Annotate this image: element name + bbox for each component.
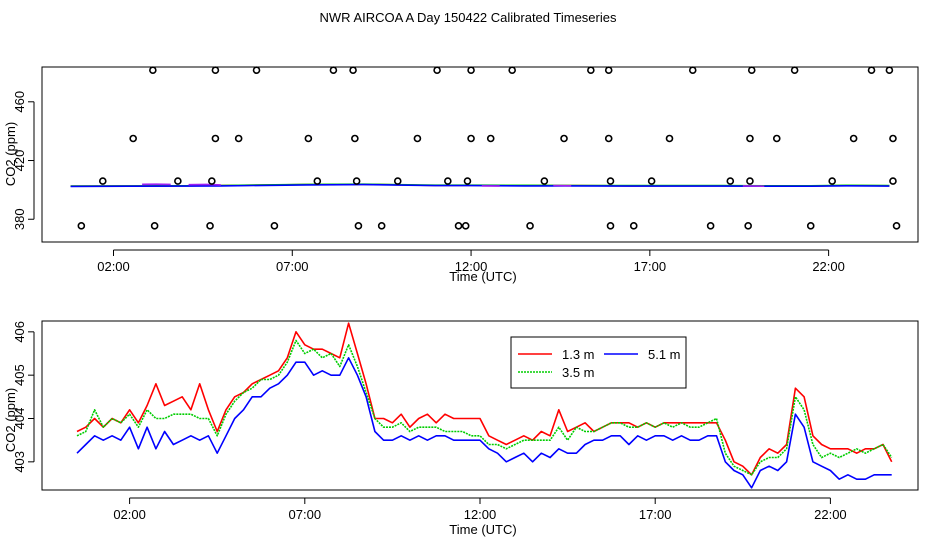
scatter-point: [379, 223, 385, 229]
scatter-point: [207, 223, 213, 229]
x-tick-label: 07:00: [276, 259, 309, 274]
scatter-point: [236, 135, 242, 141]
plot-frame-top: [42, 67, 918, 242]
scatter-point: [271, 223, 277, 229]
scatter-point: [890, 135, 896, 141]
scatter-point: [445, 178, 451, 184]
legend-label-3: 5.1 m: [648, 347, 681, 362]
scatter-point: [100, 178, 106, 184]
scatter-point: [488, 135, 494, 141]
plot-frame-bottom: [42, 321, 918, 490]
scatter-point: [434, 67, 440, 73]
x-tick-label: 22:00: [814, 507, 847, 522]
scatter-point: [588, 67, 594, 73]
scatter-point: [749, 67, 755, 73]
scatter-point: [727, 178, 733, 184]
y-tick-label: 460: [12, 91, 27, 113]
scatter-point: [890, 178, 896, 184]
y-tick-label: 403: [12, 451, 27, 473]
y-tick-label: 405: [12, 364, 27, 386]
scatter-point: [352, 135, 358, 141]
scatter-point: [395, 178, 401, 184]
scatter-point: [254, 67, 260, 73]
scatter-point: [305, 135, 311, 141]
series-line: [77, 358, 892, 488]
scatter-point: [330, 67, 336, 73]
scatter-point: [894, 223, 900, 229]
scatter-point: [690, 67, 696, 73]
scatter-point: [414, 135, 420, 141]
legend: 1.3 m 3.5 m 5.1 m: [511, 337, 686, 388]
x-tick-label: 12:00: [464, 507, 497, 522]
scatter-point: [175, 178, 181, 184]
scatter-point: [509, 67, 515, 73]
scatter-point: [829, 178, 835, 184]
scatter-point: [667, 135, 673, 141]
scatter-point: [869, 67, 875, 73]
scatter-point: [808, 223, 814, 229]
scatter-point: [708, 223, 714, 229]
y-tick-label: 380: [12, 208, 27, 230]
series-lines-bottom: [77, 323, 892, 488]
scatter-point: [355, 223, 361, 229]
legend-label-2: 3.5 m: [562, 365, 595, 380]
page-title: NWR AIRCOA A Day 150422 Calibrated Times…: [320, 10, 617, 25]
scatter-point: [212, 67, 218, 73]
x-tick-label: 17:00: [634, 259, 667, 274]
scatter-point: [78, 223, 84, 229]
scatter-point: [456, 223, 462, 229]
scatter-point: [747, 135, 753, 141]
x-tick-label: 22:00: [812, 259, 845, 274]
scatter-point: [561, 135, 567, 141]
scatter-point: [631, 223, 637, 229]
scatter-point: [608, 223, 614, 229]
x-tick-label: 02:00: [97, 259, 130, 274]
x-axis-label-top: Time (UTC): [449, 269, 516, 284]
scatter-point: [608, 178, 614, 184]
x-tick-label: 07:00: [289, 507, 322, 522]
scatter-point: [463, 223, 469, 229]
scatter-point: [606, 67, 612, 73]
scatter-point: [886, 67, 892, 73]
scatter-point: [745, 223, 751, 229]
legend-box: [511, 337, 686, 388]
x-tick-label: 02:00: [113, 507, 146, 522]
scatter-point: [774, 135, 780, 141]
series-line: [77, 341, 892, 475]
x-axis-bottom: 02:00 07:00 12:00 17:00 22:00: [113, 498, 846, 522]
scatter-point: [468, 67, 474, 73]
scatter-point: [150, 67, 156, 73]
scatter-point: [350, 67, 356, 73]
scatter-point: [130, 135, 136, 141]
scatter-point: [464, 178, 470, 184]
y-axis-label-top: CO2 (ppm): [3, 122, 18, 186]
scatter-point: [354, 178, 360, 184]
scatter-point: [747, 178, 753, 184]
series-line: [189, 184, 221, 185]
scatter-point: [468, 135, 474, 141]
scatter-point: [209, 178, 215, 184]
scatter-point: [152, 223, 158, 229]
scatter-point: [792, 67, 798, 73]
scatter-point: [649, 178, 655, 184]
scatter-points-top: [78, 67, 899, 229]
x-axis-label-bottom: Time (UTC): [449, 522, 516, 537]
scatter-point: [851, 135, 857, 141]
scatter-point: [212, 135, 218, 141]
scatter-point: [541, 178, 547, 184]
y-tick-label: 406: [12, 321, 27, 343]
legend-label-1: 1.3 m: [562, 347, 595, 362]
scatter-point: [606, 135, 612, 141]
series-lines-top: [71, 184, 890, 186]
series-line: [77, 323, 892, 475]
scatter-point: [314, 178, 320, 184]
scatter-point: [527, 223, 533, 229]
y-axis-label-bottom: CO2 (ppm): [3, 388, 18, 452]
x-tick-label: 17:00: [639, 507, 672, 522]
